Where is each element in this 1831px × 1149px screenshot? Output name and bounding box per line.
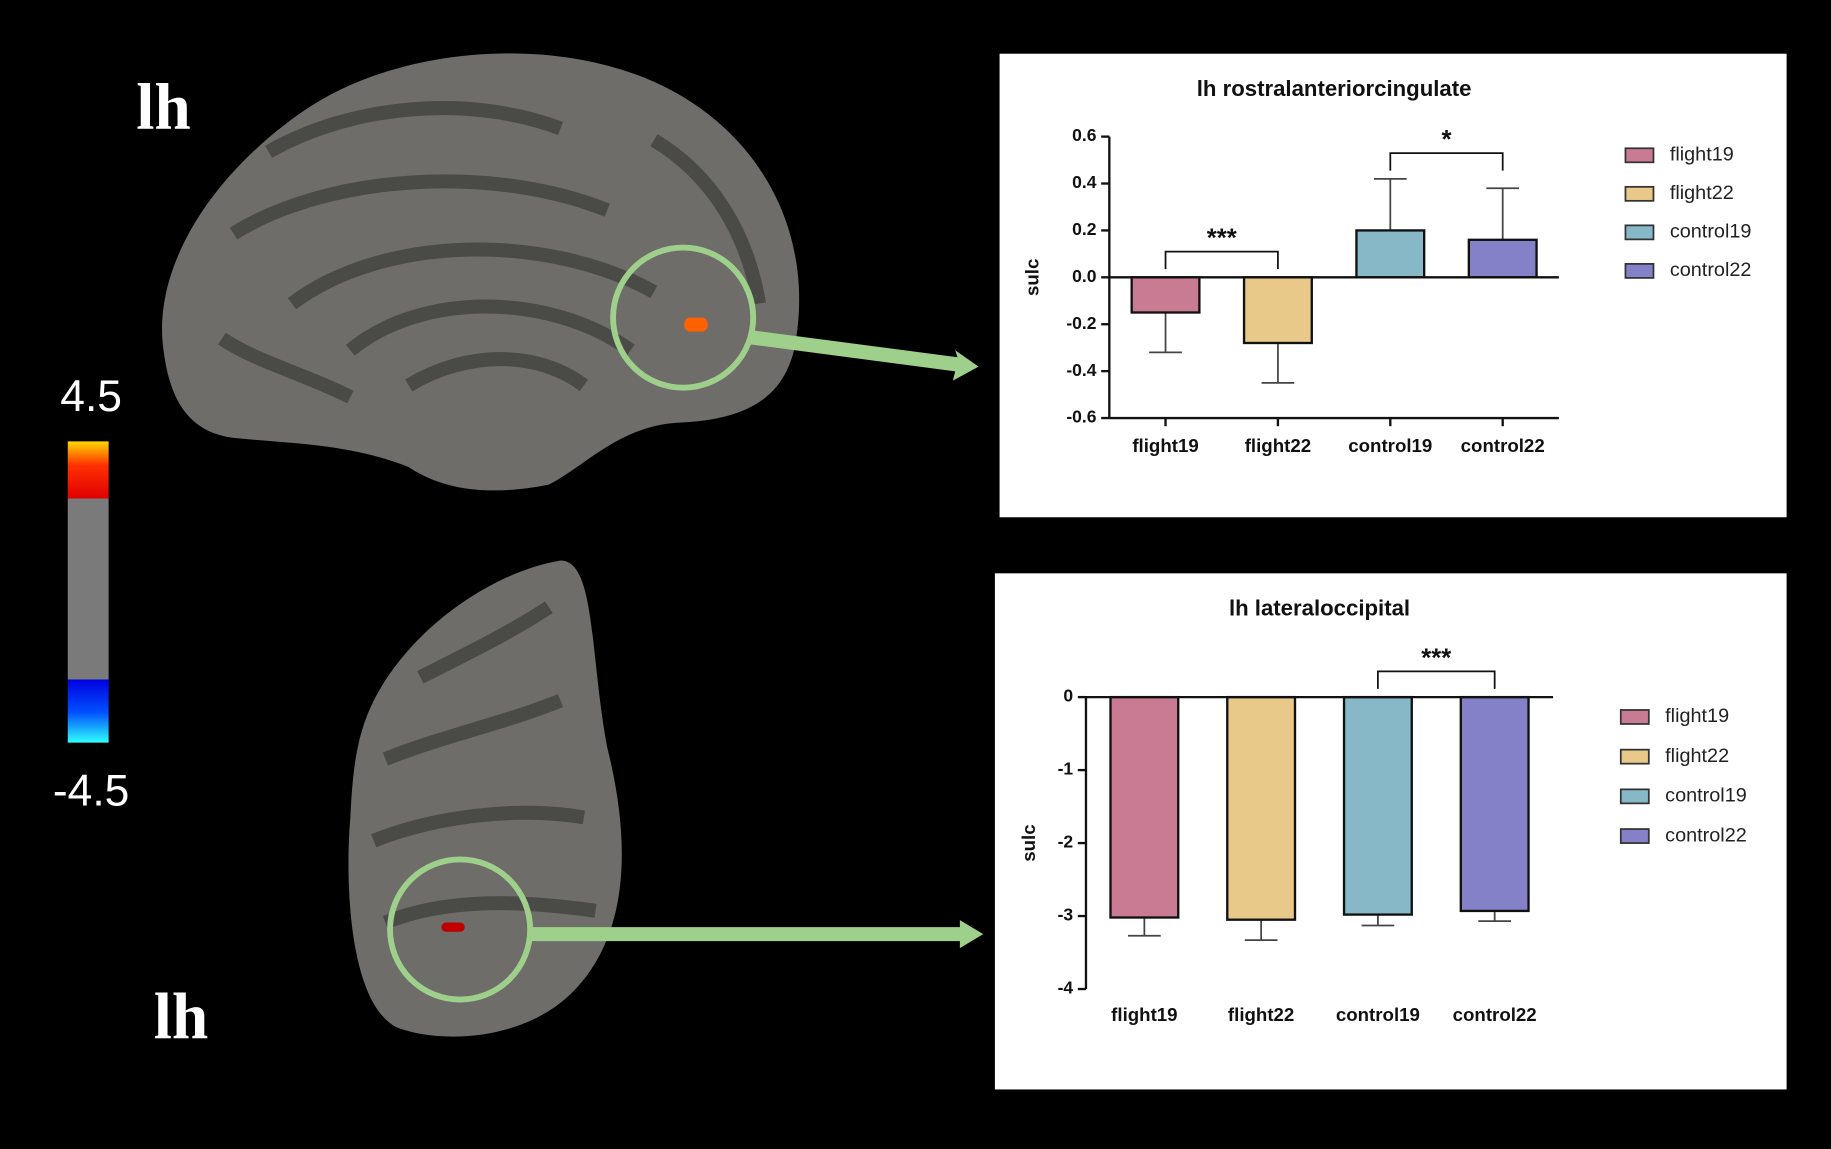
brain-occipital [348, 560, 622, 1037]
brain-sulci-2 [371, 601, 597, 929]
legend-swatch [1619, 709, 1650, 725]
significance-bracket [1389, 152, 1504, 171]
highlight-circle [610, 244, 757, 391]
bar [1342, 695, 1413, 916]
legend-swatch [1619, 828, 1650, 844]
arrow [527, 920, 984, 949]
legend-label: flight22 [1670, 182, 1734, 204]
legend-swatch [1624, 263, 1655, 279]
y-tick-label: 0.2 [1072, 219, 1097, 239]
significance-label: * [1442, 126, 1452, 154]
y-tick-label: -3 [1058, 905, 1074, 925]
arrow [750, 330, 979, 381]
bar [1226, 695, 1297, 921]
bar [1459, 695, 1530, 913]
bar [1242, 276, 1313, 345]
hemisphere-label: lh [136, 71, 191, 143]
legend-swatch [1624, 147, 1655, 164]
x-tick-label: flight22 [1245, 435, 1311, 456]
legend-label: flight19 [1670, 144, 1734, 166]
significance-label: *** [1421, 645, 1451, 673]
chart-title: lh rostralanteriorcingulate [1197, 76, 1472, 101]
activation [441, 922, 465, 932]
x-tick-label: control22 [1453, 1004, 1537, 1025]
y-tick-label: -4 [1058, 978, 1074, 998]
y-tick-label: -2 [1058, 832, 1074, 852]
x-tick-label: flight22 [1228, 1004, 1294, 1025]
y-tick-label: 0 [1063, 686, 1073, 706]
y-tick-label: 0.4 [1072, 172, 1097, 192]
y-axis-label: sulc [1021, 259, 1042, 296]
colorbar-max: 4.5 [60, 372, 122, 421]
legend-swatch [1624, 185, 1655, 202]
legend-label: control22 [1665, 824, 1747, 846]
colorbar [67, 441, 109, 743]
y-axis-label: sulc [1018, 824, 1039, 861]
legend-swatch [1619, 748, 1650, 765]
y-tick-label: -1 [1058, 759, 1074, 779]
y-tick-label: 0.0 [1072, 266, 1097, 286]
colorbar-min: -4.5 [53, 767, 129, 816]
y-tick-label: 0.6 [1072, 125, 1097, 145]
legend-label: flight19 [1665, 705, 1729, 727]
significance-bracket [1164, 250, 1279, 270]
hemisphere-label: lh [154, 981, 209, 1053]
x-tick-label: control19 [1336, 1004, 1420, 1025]
legend-label: control19 [1665, 785, 1747, 807]
y-tick-label: -0.2 [1066, 313, 1096, 333]
x-tick-label: control22 [1461, 435, 1545, 456]
y-tick-label: -0.4 [1066, 360, 1096, 380]
x-tick-label: flight19 [1132, 435, 1198, 456]
significance-label: *** [1207, 225, 1237, 253]
bar [1467, 238, 1538, 279]
legend-label: flight22 [1665, 745, 1729, 767]
bar [1109, 695, 1180, 919]
significance-bracket [1377, 670, 1496, 689]
x-tick-label: flight19 [1111, 1004, 1177, 1025]
legend-label: control19 [1670, 221, 1752, 243]
bar [1130, 276, 1201, 314]
chart-title: lh lateraloccipital [1229, 595, 1410, 620]
legend-swatch [1624, 224, 1655, 241]
legend-swatch [1619, 788, 1650, 805]
x-tick-label: control19 [1348, 435, 1432, 456]
brain-sulci [218, 101, 766, 404]
bar [1355, 229, 1426, 279]
activation [684, 317, 708, 332]
legend-label: control22 [1670, 259, 1752, 281]
brain-medial [162, 53, 800, 491]
y-tick-label: -0.6 [1066, 407, 1096, 427]
charts: lh rostralanteriorcingulate sulc 0.6 0.4 0.2… [994, 53, 1787, 1090]
